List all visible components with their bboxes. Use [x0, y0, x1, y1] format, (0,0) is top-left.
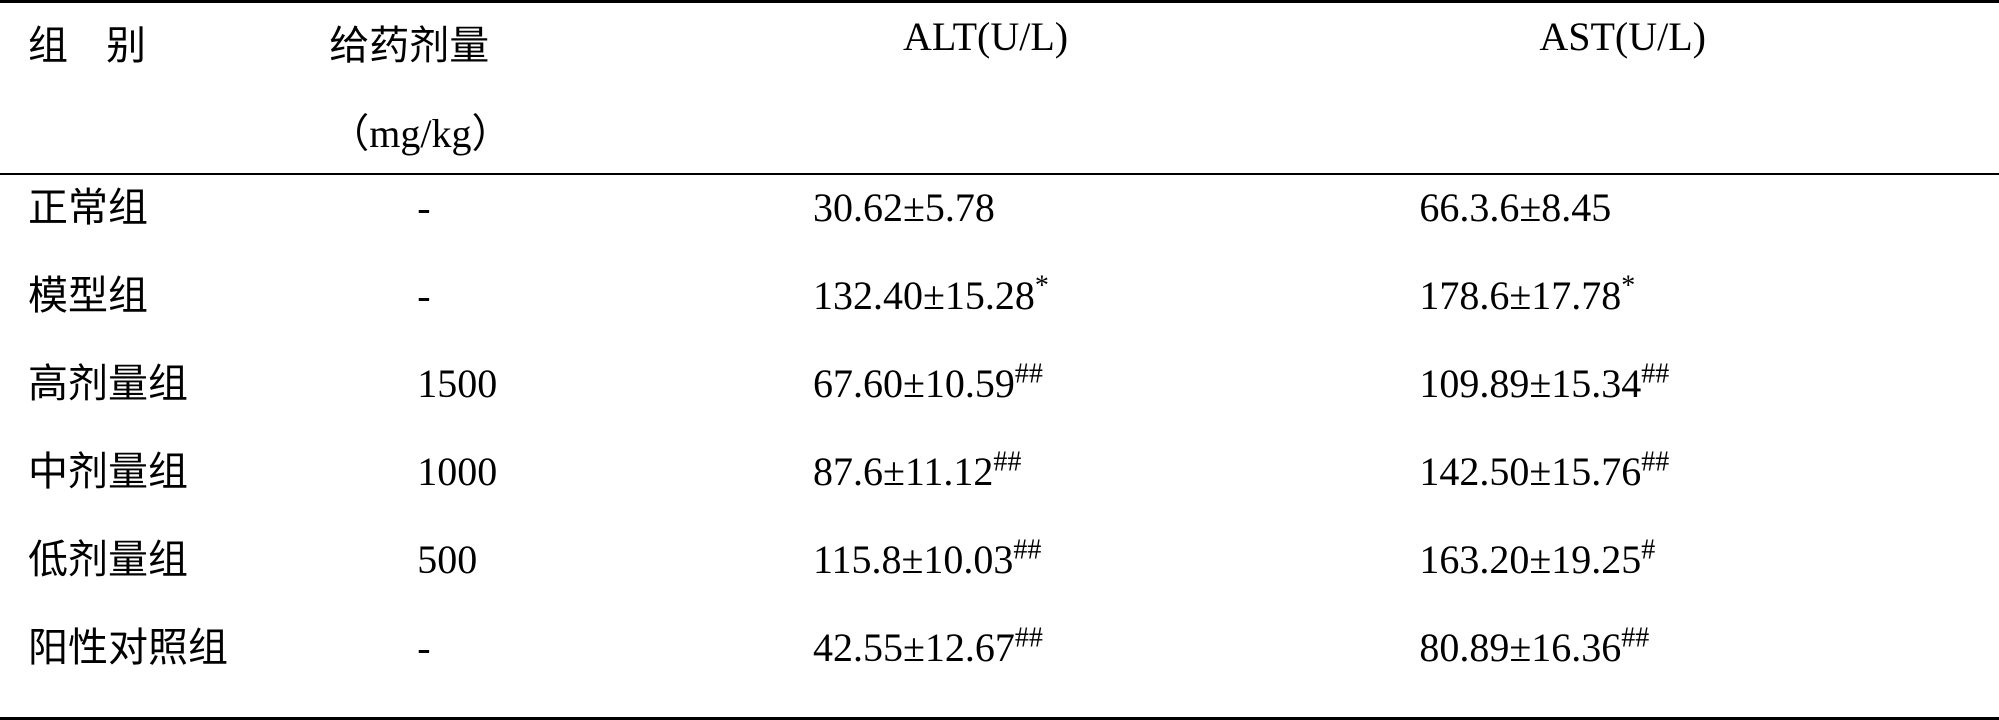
- cell-alt-sup: ##: [1013, 535, 1041, 566]
- cell-alt-value: 115.8±10.03: [813, 537, 1013, 582]
- cell-group: 中剂量组: [0, 439, 329, 527]
- cell-dose: -: [329, 615, 703, 719]
- header-ast: AST(U/L): [1349, 2, 1999, 102]
- header-row-1: 组别 给药剂量 ALT(U/L) AST(U/L): [0, 2, 1999, 102]
- cell-dose: -: [329, 174, 703, 263]
- cell-ast: 163.20±19.25#: [1349, 527, 1999, 615]
- cell-alt-sup: ##: [1015, 359, 1043, 390]
- cell-group: 正常组: [0, 174, 329, 263]
- table-row: 模型组 - 132.40±15.28* 178.6±17.78*: [0, 263, 1999, 351]
- header-ast-blank: [1349, 101, 1999, 174]
- cell-dose: 1000: [329, 439, 703, 527]
- cell-group: 高剂量组: [0, 351, 329, 439]
- cell-ast-sup: #: [1641, 535, 1655, 566]
- table-row: 低剂量组 500 115.8±10.03## 163.20±19.25#: [0, 527, 1999, 615]
- header-dose-line2: （mg/kg）: [329, 101, 703, 174]
- cell-dose: 1500: [329, 351, 703, 439]
- cell-alt-value: 87.6±11.12: [813, 449, 993, 494]
- table-row: 正常组 - 30.62±5.78 66.3.6±8.45: [0, 174, 1999, 263]
- cell-alt: 30.62±5.78: [703, 174, 1349, 263]
- header-alt-blank: [703, 101, 1349, 174]
- cell-ast-sup: ##: [1621, 623, 1649, 654]
- table-row: 阳性对照组 - 42.55±12.67## 80.89±16.36##: [0, 615, 1999, 719]
- header-group-blank: [0, 101, 329, 174]
- cell-ast-value: 109.89±15.34: [1419, 361, 1641, 406]
- cell-alt: 132.40±15.28*: [703, 263, 1349, 351]
- table-row: 中剂量组 1000 87.6±11.12## 142.50±15.76##: [0, 439, 1999, 527]
- cell-alt-value: 30.62±5.78: [813, 185, 995, 230]
- table-body: 正常组 - 30.62±5.78 66.3.6±8.45 模型组 - 132.4…: [0, 174, 1999, 719]
- cell-alt: 67.60±10.59##: [703, 351, 1349, 439]
- cell-ast-sup: ##: [1641, 359, 1669, 390]
- cell-alt-sup: *: [1035, 271, 1049, 302]
- cell-dose: -: [329, 263, 703, 351]
- cell-ast-value: 142.50±15.76: [1419, 449, 1641, 494]
- cell-alt: 115.8±10.03##: [703, 527, 1349, 615]
- cell-ast: 109.89±15.34##: [1349, 351, 1999, 439]
- cell-ast-value: 66.3.6±8.45: [1419, 185, 1611, 230]
- cell-ast-value: 178.6±17.78: [1419, 273, 1621, 318]
- cell-alt-value: 67.60±10.59: [813, 361, 1015, 406]
- header-alt: ALT(U/L): [703, 2, 1349, 102]
- cell-ast: 80.89±16.36##: [1349, 615, 1999, 719]
- cell-group: 阳性对照组: [0, 615, 329, 719]
- cell-ast-sup: *: [1621, 271, 1635, 302]
- cell-ast-sup: ##: [1641, 447, 1669, 478]
- cell-group: 模型组: [0, 263, 329, 351]
- cell-alt-value: 132.40±15.28: [813, 273, 1035, 318]
- header-row-2: （mg/kg）: [0, 101, 1999, 174]
- header-dose-line1: 给药剂量: [329, 2, 703, 102]
- cell-ast: 66.3.6±8.45: [1349, 174, 1999, 263]
- header-group-text: 别: [106, 23, 146, 68]
- cell-group: 低剂量组: [0, 527, 329, 615]
- cell-alt: 87.6±11.12##: [703, 439, 1349, 527]
- cell-ast: 178.6±17.78*: [1349, 263, 1999, 351]
- cell-ast-value: 80.89±16.36: [1419, 625, 1621, 670]
- header-group: 组别: [0, 2, 329, 102]
- data-table: 组别 给药剂量 ALT(U/L) AST(U/L) （mg/kg） 正常组 - …: [0, 0, 1999, 720]
- cell-alt-value: 42.55±12.67: [813, 625, 1015, 670]
- cell-alt: 42.55±12.67##: [703, 615, 1349, 719]
- cell-ast: 142.50±15.76##: [1349, 439, 1999, 527]
- cell-ast-value: 163.20±19.25: [1419, 537, 1641, 582]
- cell-alt-sup: ##: [1015, 623, 1043, 654]
- cell-alt-sup: ##: [993, 447, 1021, 478]
- cell-dose: 500: [329, 527, 703, 615]
- table-row: 高剂量组 1500 67.60±10.59## 109.89±15.34##: [0, 351, 1999, 439]
